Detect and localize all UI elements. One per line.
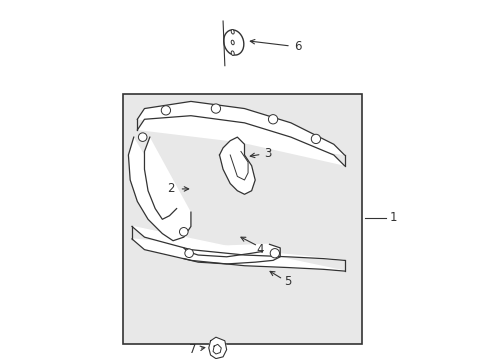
Circle shape xyxy=(184,249,193,257)
Text: 2: 2 xyxy=(167,183,175,195)
Polygon shape xyxy=(219,137,255,194)
Circle shape xyxy=(138,133,147,141)
Polygon shape xyxy=(137,102,344,166)
Circle shape xyxy=(161,106,170,115)
Circle shape xyxy=(179,228,188,236)
Circle shape xyxy=(268,114,277,124)
Ellipse shape xyxy=(224,30,244,55)
Text: 6: 6 xyxy=(294,40,302,53)
Circle shape xyxy=(311,134,320,144)
Polygon shape xyxy=(128,137,190,241)
Polygon shape xyxy=(208,337,226,359)
Text: 3: 3 xyxy=(264,147,271,160)
Text: 4: 4 xyxy=(256,243,264,256)
Text: 7: 7 xyxy=(188,343,196,356)
Circle shape xyxy=(270,249,279,258)
Ellipse shape xyxy=(231,30,234,34)
Polygon shape xyxy=(183,244,280,264)
Polygon shape xyxy=(132,226,344,271)
Ellipse shape xyxy=(231,40,234,45)
Circle shape xyxy=(211,104,220,113)
Text: 5: 5 xyxy=(283,275,290,288)
Text: 1: 1 xyxy=(388,211,396,224)
Ellipse shape xyxy=(231,51,234,55)
Bar xyxy=(123,94,362,344)
